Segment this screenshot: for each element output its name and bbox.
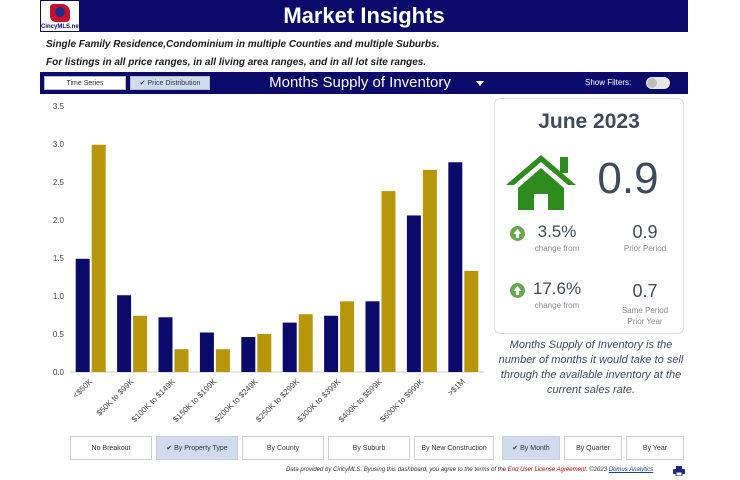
prior-period-label: Prior Period: [623, 244, 667, 253]
domus-analytics-link[interactable]: Domus Analytics: [608, 467, 654, 473]
by-suburb-button[interactable]: By Suburb: [328, 436, 410, 460]
bar: [464, 270, 479, 372]
bar: [406, 215, 421, 372]
subtitle-line-1: Single Family Residence,Condominium in m…: [46, 39, 440, 50]
tab-price-distribution-label: Price Distribution: [147, 80, 201, 87]
metric-description: Months Supply of Inventory is the number…: [498, 339, 684, 396]
bar: [174, 349, 189, 372]
by-month-label: By Month: [520, 445, 550, 452]
prior-period-change: 3.5%: [537, 222, 577, 241]
y-tick-label: 1.5: [53, 254, 65, 263]
bar: [324, 315, 339, 372]
bar: [365, 301, 380, 372]
bar: [448, 162, 463, 372]
x-tick-label: $600K to $999K: [378, 377, 425, 424]
print-icon[interactable]: [673, 466, 685, 476]
bar: [133, 315, 148, 372]
current-value: 0.9: [597, 154, 659, 203]
x-tick-label: $150K to $199K: [171, 377, 218, 424]
summary-card: [494, 98, 684, 334]
bar: [91, 144, 106, 372]
by-quarter-button[interactable]: By Quarter: [564, 436, 622, 460]
eula-link[interactable]: End User License Agreement.: [507, 467, 588, 473]
bar: [241, 337, 256, 372]
house-icon: [506, 155, 576, 210]
prior-year-change: 17.6%: [532, 279, 582, 298]
x-tick-label: $250K to $299K: [254, 377, 301, 424]
check-icon: ✔: [512, 445, 519, 452]
x-tick-label: $300K to $399K: [296, 377, 343, 424]
by-property-type-label: By Property Type: [174, 445, 228, 452]
show-filters-label: Show Filters:: [585, 78, 632, 87]
metric-selector[interactable]: Months Supply of Inventory: [269, 74, 451, 91]
x-tick-label: <$50K: [71, 377, 94, 400]
bar: [75, 258, 90, 372]
y-tick-label: 0.5: [53, 330, 65, 339]
x-tick-label: $100K to $149K: [130, 377, 177, 424]
by-month-button[interactable]: ✔ By Month: [502, 436, 560, 460]
x-tick-label: $400K to $599K: [337, 377, 384, 424]
same-period-label: Same Period: [621, 306, 669, 315]
by-year-button[interactable]: By Year: [626, 436, 684, 460]
check-icon: ✔: [139, 80, 146, 87]
y-tick-label: 2.0: [53, 216, 65, 225]
arrow-up-icon: [510, 226, 525, 241]
x-tick-label: >$1M: [446, 377, 467, 398]
by-new-construction-button[interactable]: By New Construction: [414, 436, 494, 460]
footer-disclaimer: Data provided by CincyMLS. Byusing this …: [286, 467, 507, 473]
y-tick-label: 0.0: [53, 368, 65, 377]
bar: [158, 317, 173, 372]
bar: [422, 169, 437, 372]
y-tick-label: 3.5: [53, 102, 65, 111]
x-tick-label: $50K to $99K: [95, 377, 136, 418]
subtitle-line-2: For listings in all price ranges, in all…: [46, 57, 427, 68]
no-breakout-button[interactable]: No Breakout: [70, 436, 152, 460]
prior-change-label: change from: [534, 244, 580, 253]
bar: [282, 322, 297, 372]
price-distribution-chart: 0.0 0.5 1.0 1.5 2.0 2.5 3.0 3.5 <$50K $50K to $99…: [53, 102, 484, 424]
tab-price-distribution[interactable]: ✔ Price Distribution: [130, 76, 210, 90]
x-tick-label: $200K to $249K: [213, 377, 260, 424]
by-property-type-button[interactable]: ✔ By Property Type: [156, 436, 238, 460]
page-title: Market Insights: [283, 3, 445, 28]
cincymls-logo[interactable]: CincyMLS.net: [40, 0, 81, 32]
bar: [199, 332, 214, 372]
footer-copyright: ©2023: [589, 467, 608, 473]
y-tick-label: 3.0: [53, 140, 65, 149]
year-change-label: change from: [534, 301, 580, 310]
bar: [381, 191, 396, 372]
show-filters-toggle[interactable]: [646, 77, 670, 89]
prior-year-value: 0.7: [632, 281, 658, 301]
bar: [298, 314, 313, 372]
y-tick-label: 2.5: [53, 178, 65, 187]
check-icon: ✔: [166, 445, 173, 452]
footer-text: Data provided by CincyMLS. Byusing this …: [286, 467, 653, 473]
bar: [340, 301, 355, 372]
y-tick-label: 1.0: [53, 292, 65, 301]
tab-time-series[interactable]: Time Series: [44, 76, 126, 90]
chevron-down-icon[interactable]: [476, 81, 484, 86]
prior-period-value: 0.9: [632, 222, 658, 242]
by-county-button[interactable]: By County: [242, 436, 324, 460]
prior-year-label: Prior Year: [627, 317, 663, 326]
header-bar: [40, 0, 688, 32]
arrow-up-icon: [510, 283, 525, 298]
bar: [257, 334, 272, 372]
bar: [215, 349, 230, 372]
logo-text: CincyMLS.net: [41, 24, 81, 30]
period-label: June 2023: [538, 110, 640, 133]
bar: [117, 295, 132, 372]
